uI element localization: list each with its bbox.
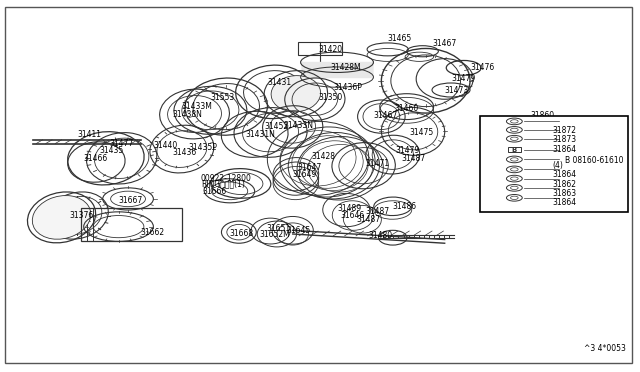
Text: (4): (4)	[552, 161, 563, 170]
Text: 31860: 31860	[530, 111, 554, 121]
Text: B: B	[512, 147, 517, 153]
Text: B 08160-61610: B 08160-61610	[565, 155, 623, 165]
Text: 31460: 31460	[394, 104, 419, 113]
Text: 31872: 31872	[552, 126, 577, 135]
Text: 31553: 31553	[211, 93, 235, 102]
Text: 31420: 31420	[318, 45, 342, 54]
Ellipse shape	[271, 76, 321, 112]
Text: 31435: 31435	[100, 147, 124, 155]
Text: 31651: 31651	[266, 224, 290, 233]
Text: 31433M: 31433M	[182, 102, 212, 111]
Text: RINGリンク(1): RINGリンク(1)	[201, 180, 244, 189]
Text: 31428: 31428	[312, 152, 336, 161]
Text: 31862: 31862	[552, 180, 577, 189]
Text: 31863: 31863	[552, 189, 577, 198]
Text: 31647: 31647	[297, 163, 321, 172]
Text: 31411: 31411	[77, 130, 101, 139]
Text: 31645: 31645	[286, 226, 310, 235]
Text: 31662: 31662	[141, 228, 165, 237]
Text: 31466: 31466	[84, 154, 108, 163]
Text: 31489: 31489	[337, 203, 361, 213]
Text: 31435P: 31435P	[188, 143, 217, 152]
Text: 00922-12800: 00922-12800	[201, 174, 252, 183]
Text: 31350: 31350	[318, 93, 342, 102]
Text: 31480: 31480	[369, 231, 393, 240]
Text: 31428M: 31428M	[331, 63, 362, 72]
Text: 31864: 31864	[552, 198, 577, 207]
Text: 31433N: 31433N	[283, 121, 313, 129]
Text: 31487: 31487	[365, 207, 390, 217]
Text: 31487: 31487	[402, 154, 426, 163]
Ellipse shape	[33, 196, 91, 239]
Text: 31436P: 31436P	[334, 83, 363, 92]
Text: 31436: 31436	[172, 148, 196, 157]
Text: 31477: 31477	[109, 139, 133, 148]
Text: 31864: 31864	[552, 170, 577, 179]
Text: 31465: 31465	[388, 34, 412, 43]
Text: 31476: 31476	[470, 63, 494, 72]
Text: 31652M: 31652M	[260, 230, 291, 239]
Text: 31473: 31473	[445, 86, 469, 94]
Bar	[81, 208, 182, 241]
Text: 31475: 31475	[410, 128, 434, 137]
Text: 31646: 31646	[340, 211, 364, 220]
Text: 31666: 31666	[203, 187, 227, 196]
Bar	[508, 147, 521, 153]
Text: 31668: 31668	[229, 230, 253, 238]
Text: 31438N: 31438N	[172, 109, 202, 119]
FancyBboxPatch shape	[479, 116, 628, 212]
Text: 31467: 31467	[374, 111, 398, 121]
Text: 31467: 31467	[432, 39, 456, 48]
Text: 31486: 31486	[393, 202, 417, 211]
Text: 31667: 31667	[118, 196, 143, 205]
Text: 31471: 31471	[365, 159, 390, 169]
Text: 31864: 31864	[552, 145, 577, 154]
Text: 31479: 31479	[451, 74, 476, 83]
Text: 31431: 31431	[268, 78, 291, 87]
Bar	[298, 42, 342, 55]
Text: 31649: 31649	[292, 170, 317, 179]
Text: 31376: 31376	[70, 211, 94, 220]
Text: 31452: 31452	[264, 122, 289, 131]
Text: ^3 4*0053: ^3 4*0053	[584, 344, 626, 353]
Text: 31440: 31440	[154, 141, 178, 150]
Text: 31431N: 31431N	[245, 130, 275, 139]
Text: 31873: 31873	[552, 135, 577, 144]
Text: 31487: 31487	[356, 215, 380, 224]
Text: 31479: 31479	[396, 147, 420, 155]
